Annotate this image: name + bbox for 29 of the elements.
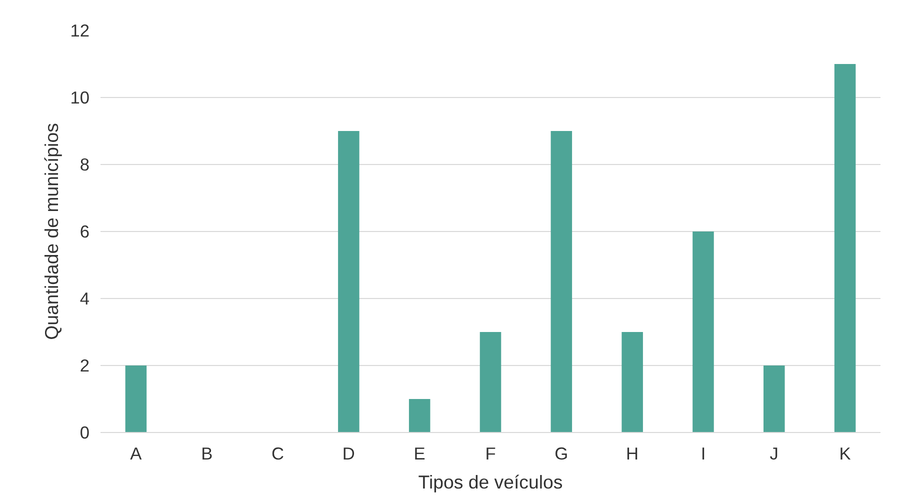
x-tick-label: C (272, 444, 284, 464)
bar (834, 64, 856, 432)
x-tick-label: K (839, 444, 852, 464)
x-tick-label: E (414, 444, 426, 464)
x-tick-label: A (130, 444, 142, 464)
y-tick-label: 6 (80, 222, 90, 242)
y-tick-label: 0 (80, 422, 90, 442)
y-tick-label: 12 (70, 20, 90, 40)
bar (692, 232, 714, 432)
x-tick-label: D (342, 444, 355, 464)
y-tick-label: 4 (80, 288, 90, 308)
x-tick-label: F (485, 444, 496, 464)
y-tick-label: 2 (80, 356, 90, 376)
bar (408, 399, 430, 432)
bar (480, 332, 502, 432)
bar (622, 332, 643, 432)
x-tick-label: I (700, 444, 706, 464)
y-axis-title: Quantidade de municípios (41, 123, 62, 340)
x-tick-label: B (201, 444, 213, 464)
x-axis-title: Tipos de veículos (418, 472, 563, 492)
bar (764, 366, 785, 432)
y-tick-label: 10 (70, 88, 90, 108)
y-tick-label: 8 (80, 154, 90, 174)
bar (125, 366, 147, 432)
bar (550, 131, 572, 432)
x-tick-label: H (626, 444, 639, 464)
x-tick-label: G (554, 444, 568, 464)
bar (338, 131, 360, 432)
x-tick-label: J (770, 444, 778, 464)
